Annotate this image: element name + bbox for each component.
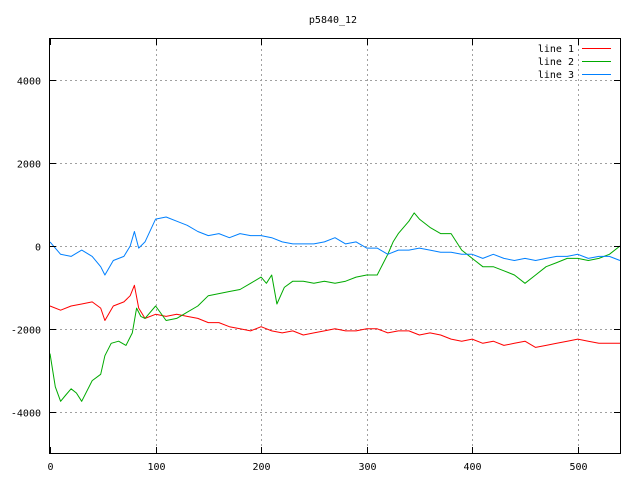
legend-label: line 3	[538, 70, 574, 81]
grid-lines	[50, 39, 620, 453]
y-tick-label: 2000	[17, 160, 41, 171]
legend-label: line 2	[538, 57, 574, 68]
legend: line 1 line 2 line 3	[538, 44, 611, 81]
x-tick-label: 200	[252, 462, 270, 473]
chart-title: p5840_12	[309, 15, 357, 26]
y-tick-label: 0	[35, 243, 41, 254]
x-tick-label: 100	[147, 462, 165, 473]
legend-label: line 1	[538, 44, 574, 55]
series-line-3	[49, 216, 621, 276]
x-tick-label: 0	[47, 462, 53, 473]
plot-frame	[49, 38, 621, 454]
y-axis: -4000 -2000 0 2000 4000	[11, 77, 620, 420]
series-line-1	[49, 284, 620, 348]
x-tick-label: 400	[463, 462, 481, 473]
y-tick-label: 4000	[17, 77, 41, 88]
series-layer	[49, 212, 621, 402]
y-tick-label: -2000	[11, 326, 41, 337]
x-tick-label: 300	[358, 462, 376, 473]
x-axis: 0 100 200 300 400 500	[47, 39, 588, 473]
series-line-2	[49, 212, 621, 402]
y-tick-label: -4000	[11, 409, 41, 420]
x-tick-label: 500	[569, 462, 587, 473]
